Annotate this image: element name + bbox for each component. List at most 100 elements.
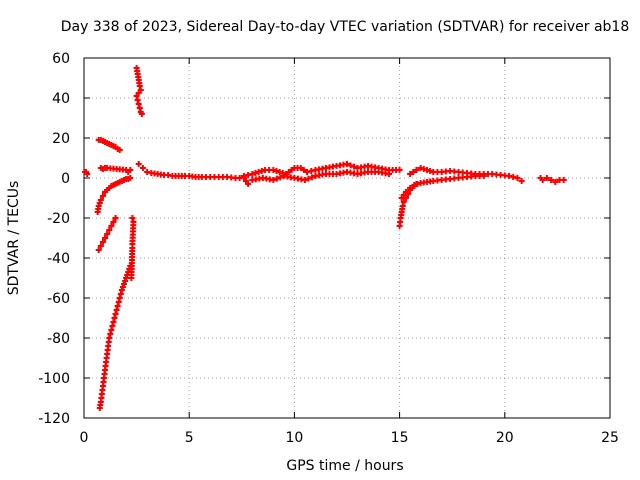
- data-point: [273, 175, 280, 182]
- y-tick-label: -120: [38, 411, 70, 427]
- x-tick-label: 25: [601, 430, 619, 446]
- data-point: [136, 105, 143, 111]
- data-point: [552, 179, 559, 185]
- data-point: [543, 175, 550, 181]
- data-point: [139, 165, 146, 171]
- y-tick-label: -80: [47, 331, 70, 347]
- data-point: [127, 175, 134, 181]
- data-point: [135, 161, 142, 167]
- data-point: [112, 311, 119, 317]
- data-point: [301, 177, 308, 183]
- data-point: [97, 197, 104, 203]
- data-point: [115, 299, 122, 305]
- data-points: [82, 65, 567, 411]
- data-point: [270, 177, 277, 183]
- data-point: [99, 193, 106, 199]
- data-point: [110, 319, 117, 325]
- data-point: [402, 189, 409, 195]
- data-point: [135, 101, 142, 107]
- plot-frame: [83, 57, 611, 419]
- data-point: [128, 275, 135, 281]
- data-point: [116, 295, 123, 301]
- data-point: [129, 215, 136, 221]
- series-early-small-points: [97, 165, 134, 175]
- data-point: [106, 227, 113, 233]
- data-point: [109, 323, 116, 329]
- data-point: [97, 243, 104, 249]
- data-point: [386, 171, 393, 177]
- y-tick-label: 20: [52, 131, 70, 147]
- series-end-segment: [537, 175, 567, 185]
- data-point: [297, 165, 304, 171]
- data-point: [407, 185, 414, 191]
- data-point: [410, 169, 417, 175]
- y-tick-label: -100: [38, 371, 70, 387]
- data-point: [138, 111, 145, 117]
- x-tick-label: 10: [285, 430, 303, 446]
- series-main-band-3: [249, 169, 393, 183]
- data-point: [305, 175, 312, 182]
- data-point: [539, 177, 546, 183]
- data-point: [95, 247, 102, 253]
- series-upper-early-arc: [95, 137, 123, 153]
- data-point: [400, 199, 407, 205]
- data-point: [514, 175, 521, 181]
- series-deep-drop-2: [96, 263, 134, 411]
- data-point: [308, 174, 315, 181]
- y-tick-label: 0: [61, 171, 70, 187]
- y-tick-label: -20: [47, 211, 70, 227]
- series-isolated-start: [82, 169, 91, 177]
- data-point: [110, 219, 117, 225]
- data-point: [351, 163, 358, 170]
- series-high-spike-arc: [133, 65, 145, 117]
- data-point: [112, 215, 119, 221]
- y-tick-label: -40: [47, 251, 70, 267]
- data-point: [245, 181, 252, 187]
- y-tick-label: -60: [47, 291, 70, 307]
- grid: [84, 58, 610, 418]
- series-main-band-1: [135, 161, 252, 187]
- data-point: [127, 167, 134, 173]
- series-recovery-arc-1: [94, 175, 134, 215]
- data-point: [113, 307, 120, 313]
- series-recovery-arc-2: [398, 173, 487, 201]
- series-deep-drop-1: [95, 215, 119, 253]
- data-point: [134, 97, 141, 103]
- series-main-band-2: [240, 161, 403, 179]
- data-point: [116, 147, 123, 153]
- data-point: [99, 239, 106, 245]
- data-point: [133, 93, 140, 99]
- data-point: [560, 177, 567, 183]
- chart-title: Day 338 of 2023, Sidereal Day-to-day VTE…: [61, 19, 630, 35]
- x-tick-label: 0: [80, 430, 89, 446]
- y-tick-label: 40: [52, 91, 70, 107]
- data-point: [407, 171, 414, 177]
- data-point: [277, 174, 284, 181]
- data-point: [107, 331, 114, 337]
- data-point: [399, 203, 406, 209]
- axis-ticks: 0 5 10 15 20 25 -120 -100 -80 -60 -40 -20 0 20 40 60: [38, 51, 619, 446]
- data-point: [518, 178, 525, 184]
- data-point: [114, 303, 121, 309]
- data-point: [84, 171, 91, 177]
- data-point: [136, 83, 143, 89]
- data-point: [102, 235, 109, 241]
- data-point: [106, 335, 113, 341]
- data-point: [413, 167, 420, 173]
- series-late-band: [407, 165, 525, 184]
- data-point: [108, 223, 115, 229]
- data-point: [396, 167, 403, 173]
- data-point: [548, 177, 555, 183]
- y-axis-label: SDTVAR / TECUs: [6, 181, 22, 296]
- x-tick-label: 20: [496, 430, 514, 446]
- data-point: [111, 315, 118, 321]
- data-point: [300, 167, 307, 173]
- data-point: [344, 161, 350, 167]
- series-scattered-descending: [128, 215, 137, 281]
- y-tick-label: 60: [52, 51, 70, 67]
- data-point: [347, 162, 354, 169]
- data-point: [104, 231, 111, 237]
- x-tick-label: 15: [391, 430, 409, 446]
- x-tick-label: 5: [185, 430, 194, 446]
